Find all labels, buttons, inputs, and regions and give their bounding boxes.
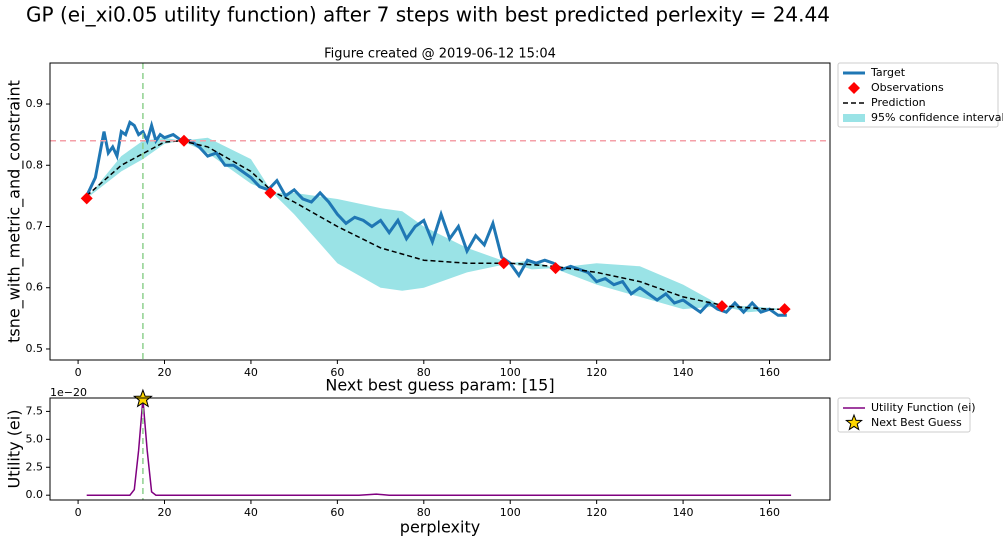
legend-swatch	[843, 114, 865, 122]
x-tick-label: 100	[500, 366, 521, 379]
legend-swatch	[848, 82, 860, 94]
axes-frame	[49, 397, 831, 501]
axes-frame	[49, 62, 831, 361]
observation-marker	[778, 303, 791, 316]
legend-label: 95% confidence interval	[871, 111, 1003, 124]
x-tick-label: 0	[75, 506, 82, 519]
y-tick-label: 0.0	[26, 488, 44, 501]
observation-marker	[177, 134, 190, 147]
legend-box	[837, 397, 971, 433]
y-tick-label: 0.9	[26, 97, 44, 110]
x-tick-label: 160	[759, 366, 780, 379]
y-tick-label: 7.5	[26, 404, 44, 417]
legend-label: Utility Function (ei)	[871, 401, 976, 414]
legend-label: Prediction	[871, 96, 926, 109]
y-tick-label: 5.0	[26, 432, 44, 445]
observation-marker	[549, 262, 562, 275]
legend-label: Next Best Guess	[871, 416, 962, 429]
legend-label: Target	[870, 66, 906, 79]
series-line	[85, 120, 787, 317]
observation-marker	[80, 192, 93, 205]
y-axis-label: Utility (ei)	[5, 410, 24, 489]
x-tick-label: 40	[244, 506, 258, 519]
figure-title: GP (ei_xi0.05 utility function) after 7 …	[26, 3, 830, 27]
y-tick-label: 0.6	[26, 281, 44, 294]
y-offset-label: 1e−20	[50, 386, 87, 399]
legend-swatch	[845, 413, 863, 431]
axes-title: Figure created @ 2019-06-12 15:04	[324, 47, 556, 62]
legend-label: Observations	[871, 81, 944, 94]
x-tick-label: 140	[673, 366, 694, 379]
observation-marker	[715, 300, 728, 313]
x-tick-label: 100	[500, 506, 521, 519]
observation-marker	[497, 257, 510, 270]
x-tick-label: 20	[158, 506, 172, 519]
x-tick-label: 140	[673, 506, 694, 519]
axes-title: Next best guess param: [15]	[325, 376, 554, 395]
legend-box	[837, 62, 999, 128]
prediction-line	[86, 140, 787, 310]
x-tick-label: 40	[244, 366, 258, 379]
x-tick-label: 0	[75, 366, 82, 379]
y-tick-label: 2.5	[26, 460, 44, 473]
observation-marker	[264, 186, 277, 199]
x-tick-label: 80	[417, 506, 431, 519]
x-tick-label: 120	[586, 366, 607, 379]
plot-area	[50, 63, 830, 360]
y-tick-label: 0.8	[26, 158, 44, 171]
x-tick-label: 60	[330, 366, 344, 379]
x-tick-label: 160	[759, 506, 780, 519]
y-axis-label: tsne_with_metric_and_constraint	[5, 80, 25, 343]
x-tick-label: 60	[330, 506, 344, 519]
x-axis-label: perplexity	[400, 518, 480, 537]
plot-area	[86, 398, 792, 500]
x-tick-label: 120	[586, 506, 607, 519]
y-tick-label: 0.7	[26, 220, 44, 233]
y-tick-label: 0.5	[26, 342, 44, 355]
series-line	[86, 399, 792, 496]
x-tick-label: 80	[417, 366, 431, 379]
x-tick-label: 20	[158, 366, 172, 379]
